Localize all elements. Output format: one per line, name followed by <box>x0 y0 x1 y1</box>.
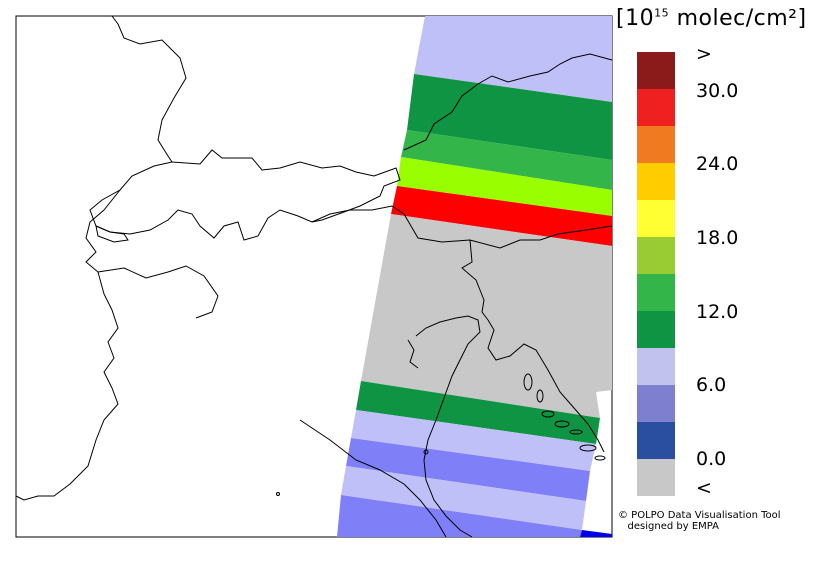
legend-swatch <box>637 52 675 89</box>
island <box>541 410 555 418</box>
swath-band <box>337 495 582 537</box>
island <box>523 373 533 391</box>
lake-geneva <box>95 225 129 243</box>
country-borders <box>15 15 613 538</box>
legend-label-greater: > <box>696 43 712 65</box>
credit-text: © POLPO Data Visualisation Tool designed… <box>618 510 781 532</box>
swath-band <box>414 16 612 102</box>
legend-swatch <box>637 459 675 496</box>
legend-title-exponent: 15 <box>654 6 670 20</box>
legend-swatch <box>637 89 675 126</box>
legend-title-suffix: molec/cm²] <box>669 6 807 31</box>
credit-line-2: designed by EMPA <box>618 521 720 532</box>
legend-swatch <box>637 422 675 459</box>
island <box>594 455 606 461</box>
legend-swatch <box>637 163 675 200</box>
swath-band <box>580 530 612 537</box>
border-austria-north <box>403 53 613 151</box>
border-france-germany <box>111 15 187 163</box>
legend-swatch <box>637 200 675 237</box>
legend-colorbar <box>637 52 675 496</box>
legend-label-30: 30.0 <box>696 80 739 102</box>
legend-swatch <box>637 126 675 163</box>
swath-band <box>391 186 612 246</box>
island <box>554 420 570 428</box>
islands <box>276 373 606 496</box>
border-slovenia <box>461 239 489 321</box>
swath-band <box>407 74 612 160</box>
border-switzerland <box>89 149 401 241</box>
island <box>536 389 544 403</box>
legend-label-24: 24.0 <box>696 153 739 175</box>
legend-title-prefix: [10 <box>616 6 655 31</box>
swath-band <box>341 466 586 530</box>
swath-band <box>401 130 612 190</box>
credit-line-1: © POLPO Data Visualisation Tool <box>618 510 781 521</box>
legend-label-18: 18.0 <box>696 227 739 249</box>
border-france-italy <box>15 189 121 501</box>
island <box>579 444 597 452</box>
island <box>276 492 280 496</box>
border-misc <box>407 339 419 369</box>
legend-swatch <box>637 348 675 385</box>
legend-swatch <box>637 274 675 311</box>
coast-tyrrhenian <box>299 419 447 538</box>
swath-band <box>346 438 590 501</box>
legend-swatch <box>637 311 675 348</box>
coast-istria <box>487 319 605 453</box>
island <box>569 429 583 435</box>
swath-band <box>351 410 596 471</box>
legend-label-0: 0.0 <box>696 448 727 470</box>
swath-band <box>356 381 600 444</box>
legend-label-less: < <box>696 477 712 499</box>
legend-label-12: 12.0 <box>696 301 739 323</box>
legend-label-6: 6.0 <box>696 374 727 396</box>
swath-band <box>397 157 612 216</box>
border-italy-interior <box>97 265 219 319</box>
island <box>423 449 429 455</box>
legend-title: [1015 molec/cm²] <box>616 6 807 31</box>
legend-swatch <box>637 237 675 274</box>
satellite-swath <box>337 16 612 537</box>
coast-adriatic <box>415 315 481 538</box>
swath-band <box>361 214 612 418</box>
border-austria-italy <box>311 205 613 249</box>
legend-swatch <box>637 385 675 422</box>
